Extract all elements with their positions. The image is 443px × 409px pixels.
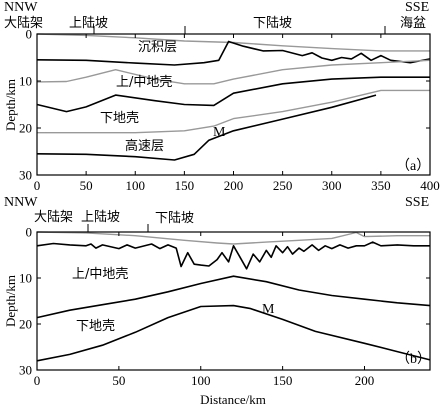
layer-label-lower-crust-a: 下地壳	[100, 111, 139, 126]
ticks-b: 0 50 100 150 200 0 10 20 30	[19, 225, 430, 388]
xtick-label-a-3: 150	[175, 178, 195, 193]
top-label-b-0: 大陆架	[34, 209, 73, 225]
xtick-label-b-2: 100	[191, 373, 211, 388]
ytick-label-b-1: 10	[19, 271, 32, 286]
series-line-b-0	[36, 231, 430, 245]
panel-label-b: （b）	[396, 351, 431, 367]
panel-a: NNW SSE 大陆架 上陆坡 下陆坡 海盆 沉积层 上/中地壳 下地壳 高速层…	[3, 0, 440, 193]
series-line-b-1	[36, 241, 430, 270]
xtick-label-a-2: 100	[126, 178, 146, 193]
xtick-label-a-0: 0	[34, 178, 41, 193]
xlabel-b: Distance/km	[200, 392, 266, 407]
ytick-label-a-2: 20	[19, 121, 32, 136]
xtick-label-b-3: 150	[273, 373, 293, 388]
ylabel-b: Depth/km	[3, 275, 18, 327]
layer-label-upper-crust-b: 上/中地壳	[72, 267, 128, 282]
ytick-label-a-3: 30	[19, 168, 32, 183]
ytick-label-a-1: 10	[19, 74, 32, 89]
layer-label-upper-crust-a: 上/中地壳	[116, 75, 172, 90]
ytick-label-b-0: 0	[26, 225, 33, 240]
top-label-a-1: 上陆坡	[69, 15, 108, 31]
series-line-a-5	[36, 94, 377, 161]
xtick-label-b-0: 0	[34, 373, 41, 388]
xtick-label-a-4: 200	[224, 178, 244, 193]
ylabel-a: Depth/km	[3, 79, 18, 131]
axes-frame-b	[36, 231, 431, 371]
xtick-label-a-5: 250	[273, 178, 293, 193]
layer-label-lower-crust-b: 下地壳	[76, 319, 115, 334]
top-label-b-1: 上陆坡	[81, 209, 120, 225]
axes-frame-a	[36, 33, 431, 176]
xtick-label-a-7: 350	[371, 178, 391, 193]
plot-area-a	[36, 33, 431, 161]
ytick-label-a-0: 0	[26, 27, 33, 42]
series-line-a-4	[37, 89, 430, 134]
top-label-a-2: 下陆坡	[253, 15, 292, 31]
orientation-left-a: NNW	[4, 0, 38, 15]
layer-label-sediment: 沉积层	[138, 40, 177, 55]
panel-b: NNW SSE 大陆架 上陆坡 下陆坡 上/中地壳 下地壳 M （b） Dept…	[3, 195, 431, 407]
plot-area-b	[36, 231, 431, 362]
series-line-a-3	[36, 76, 430, 113]
xtick-label-b-1: 50	[112, 373, 125, 388]
top-label-b-2: 下陆坡	[155, 210, 194, 226]
xtick-label-b-4: 200	[355, 373, 375, 388]
top-label-a-3: 海盆	[400, 16, 426, 31]
series-line-a-1	[36, 40, 431, 66]
xtick-label-a-8: 400	[420, 178, 440, 193]
orientation-right-a: SSE	[405, 0, 429, 15]
layer-label-high-velocity: 高速层	[125, 138, 164, 154]
series-line-b-3	[36, 304, 431, 362]
top-label-a-0: 大陆架	[4, 15, 43, 31]
xtick-label-a-1: 50	[80, 178, 93, 193]
moho-label-a: M	[213, 125, 226, 140]
moho-label-b: M	[262, 302, 275, 317]
panel-label-a: （a）	[396, 158, 430, 174]
ytick-label-b-2: 20	[19, 317, 32, 332]
series-line-a-2	[36, 59, 431, 85]
orientation-right-b: SSE	[405, 195, 429, 210]
xtick-label-a-6: 300	[322, 178, 342, 193]
orientation-left-b: NNW	[4, 195, 38, 210]
ticks-a: 0 50 100 150 200 250 300 350 400 0 10 20 30	[19, 27, 440, 194]
series-line-b-2	[36, 275, 431, 319]
ytick-label-b-3: 30	[19, 363, 32, 378]
